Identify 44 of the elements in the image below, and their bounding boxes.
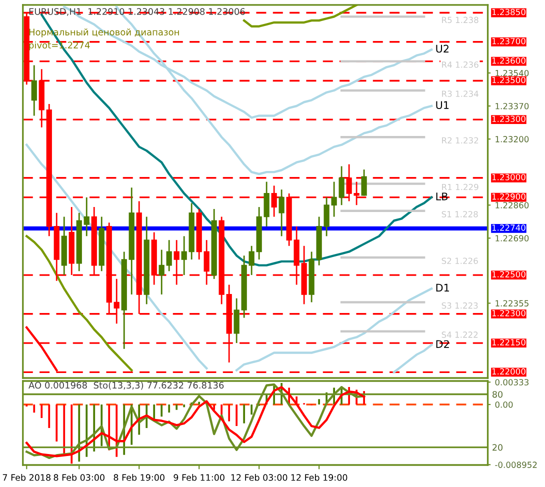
y-tick-label: 1.23200	[496, 136, 529, 142]
y2-tick-label: 20	[492, 444, 502, 451]
candlestick	[31, 64, 37, 116]
line-series	[392, 344, 433, 374]
x-tick-label: 9 Feb 11:00	[174, 474, 224, 481]
y-tick-label: 0.00333	[495, 379, 529, 386]
ref-line-label: 1.22740	[492, 224, 526, 231]
ref-line-label: 1.23850	[492, 8, 526, 16]
series-label: U2	[436, 44, 448, 53]
candlestick	[361, 168, 367, 196]
candlestick	[181, 235, 187, 276]
x-tick-label: 8 Feb 19:00	[114, 474, 164, 481]
series-label: U1	[436, 101, 449, 110]
series-label: D1	[436, 284, 449, 292]
y-tick-label: -0.008952	[495, 462, 537, 468]
chart-title: AO 0.001968 Sto(13,3,3) 77.6232 76.8136	[28, 382, 224, 390]
y2-tick-label: 80	[492, 391, 502, 398]
candlestick	[166, 239, 172, 272]
ref-line-label: 1.23000	[492, 174, 526, 180]
candlestick	[234, 298, 240, 344]
candlestick	[264, 181, 270, 228]
x-tick-label: 12 Feb 19:00	[291, 474, 348, 481]
ref-line-label: 1.22300	[492, 310, 526, 316]
y-tick-label: 1.22860	[496, 202, 529, 208]
ref-line-label: 1.22500	[492, 271, 526, 278]
y-tick-label: 1.23370	[496, 102, 529, 110]
ref-line-label: 1.23600	[492, 57, 526, 64]
ref-line-label: 1.23700	[492, 38, 526, 44]
ref-line-label: 1.23500	[492, 76, 526, 84]
ref-line-label: 1.23300	[492, 116, 526, 122]
y-tick-label: 1.22355	[496, 300, 528, 306]
y-tick-label: 0.00	[495, 401, 513, 408]
x-tick-label: 12 Feb 03:00	[231, 474, 288, 481]
candlestick	[248, 245, 254, 276]
x-tick-label: 8 Feb 03:00	[54, 474, 104, 481]
candlestick	[84, 196, 90, 237]
y-tick-label: 1.23540	[496, 70, 529, 76]
x-tick-label: 7 Feb 2018	[2, 474, 50, 481]
candlestick	[278, 188, 284, 237]
y-tick-label: 1.22690	[496, 235, 529, 242]
ref-line-label: 1.22000	[492, 368, 526, 375]
candlestick	[158, 249, 164, 296]
ref-line-label: 1.22150	[492, 339, 526, 346]
ref-line-label: 1.22900	[492, 193, 526, 200]
